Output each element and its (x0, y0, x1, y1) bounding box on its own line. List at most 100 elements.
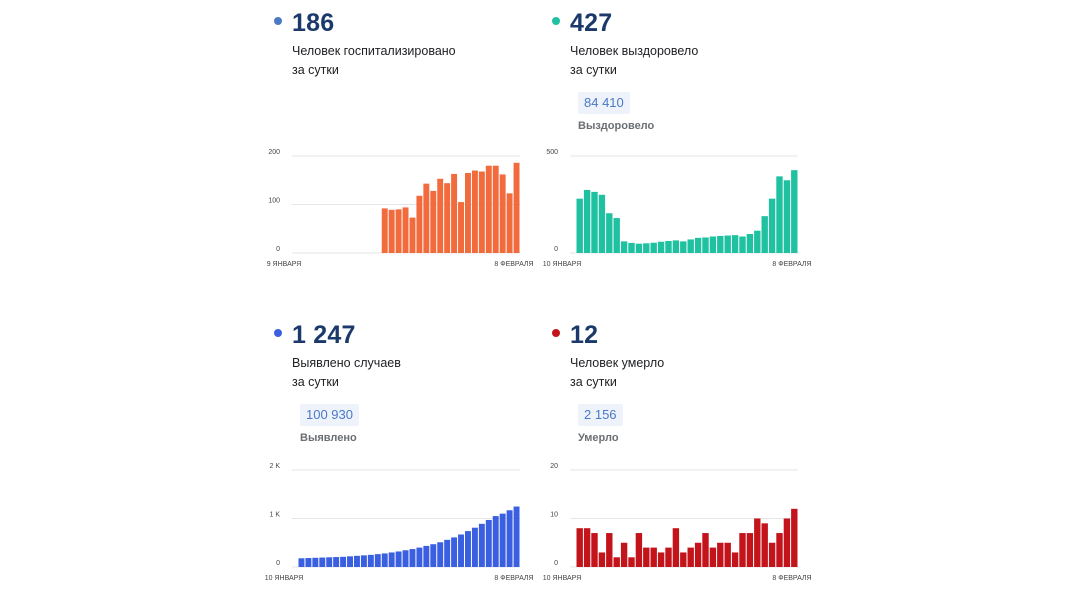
deaths-bar (761, 523, 768, 567)
hospitalized-bar (465, 172, 471, 253)
recovered-bar (724, 235, 731, 253)
cases-bar (465, 531, 471, 567)
cases-bar (451, 537, 458, 567)
deaths-bar (635, 533, 643, 567)
hospitalized-y-tick-label: 100 (268, 198, 280, 205)
hospitalized-bar (423, 183, 430, 253)
recovered-bar (717, 235, 724, 253)
deaths-bar (606, 533, 613, 567)
deaths-bar (776, 533, 783, 567)
recovered-desc-line2: за сутки (570, 63, 617, 77)
recovered-bar (761, 216, 768, 253)
deaths-bar (680, 552, 687, 567)
hospitalized-bar (388, 209, 395, 253)
deaths-bar (583, 528, 591, 567)
hospitalized-desc-line2: за сутки (292, 63, 339, 77)
deaths-y-tick-label: 20 (550, 463, 558, 470)
hospitalized-bar (492, 165, 499, 253)
recovered-bar (657, 241, 665, 253)
deaths-bar (657, 552, 665, 567)
cases-desc-line1: Выявлено случаев (292, 356, 401, 370)
recovered-bar (754, 230, 761, 253)
cases-total-label: Выявлено (300, 432, 357, 444)
deaths-value: 12 (570, 321, 599, 349)
deaths-bar (702, 533, 709, 567)
recovered-bar-chart: 0 500 10 ЯНВАРЯ 8 ФЕВРАЛЯ (543, 149, 812, 268)
deaths-y-tick-label: 0 (554, 560, 558, 567)
cases-bar (298, 558, 305, 567)
recovered-x-start-label: 10 ЯНВАРЯ (543, 261, 582, 268)
cases-bar (340, 556, 347, 567)
recovered-x-end-label: 8 ФЕВРАЛЯ (772, 261, 811, 268)
hospitalized-x-end-label: 8 ФЕВРАЛЯ (494, 261, 533, 268)
cases-bar (499, 513, 506, 567)
recovered-bar (791, 170, 798, 253)
recovered-bar (731, 235, 739, 253)
deaths-bar (731, 552, 739, 567)
deaths-bar-chart: 0 10 20 10 ЯНВАРЯ 8 ФЕВРАЛЯ (543, 463, 812, 582)
recovered-y-tick-label: 0 (554, 246, 558, 253)
cases-bar (423, 545, 430, 567)
cases-y-tick-label: 1 K (269, 512, 280, 519)
cases-bar (513, 506, 520, 567)
recovered-bar (628, 242, 635, 253)
hospitalized-dot-icon (274, 17, 282, 25)
cases-bar (333, 557, 340, 567)
deaths-bar (768, 542, 776, 567)
cases-bar (506, 510, 513, 567)
cases-y-tick-label: 0 (276, 560, 280, 567)
deaths-bar (598, 552, 606, 567)
deaths-y-tick-label: 10 (550, 512, 558, 519)
cases-dot-icon (274, 329, 282, 337)
deaths-bar (643, 547, 650, 567)
cases-bar (360, 555, 367, 567)
cases-bar (347, 556, 353, 567)
deaths-bar (754, 518, 761, 567)
cases-bar (374, 554, 381, 567)
cases-bar-chart: 0 1 K 2 K 10 ЯНВАРЯ 8 ФЕВРАЛЯ (265, 463, 534, 582)
recovered-bar (650, 242, 657, 253)
cases-bar (471, 527, 478, 567)
deaths-bar (687, 547, 694, 567)
hospitalized-bar-chart: 0 100 200 9 ЯНВАРЯ 8 ФЕВРАЛЯ (267, 149, 534, 268)
cases-bar (381, 553, 388, 567)
deaths-bar (709, 547, 717, 567)
hospitalized-bar (437, 178, 444, 253)
recovered-bar (635, 243, 643, 253)
deaths-bar (746, 533, 754, 567)
cases-value: 1 247 (292, 321, 356, 349)
recovered-bar (665, 240, 672, 253)
deaths-bar (613, 557, 620, 567)
deaths-bar (620, 542, 628, 567)
recovered-bar (687, 239, 694, 253)
hospitalized-y-tick-label: 0 (276, 246, 280, 253)
recovered-bar (672, 240, 680, 253)
recovered-bar (598, 194, 606, 253)
hospitalized-bar (395, 209, 402, 253)
cases-bar (305, 558, 312, 567)
recovered-dot-icon (552, 17, 560, 25)
cases-bar (430, 544, 437, 567)
deaths-bar (791, 508, 798, 567)
cases-y-tick-label: 2 K (269, 463, 280, 470)
recovered-bar (606, 213, 613, 253)
recovered-bar (783, 180, 791, 253)
deaths-total-label: Умерло (578, 432, 619, 444)
deaths-bar (672, 528, 680, 567)
panel-recovered: 427 Человек выздоровело за сутки 84 410 … (550, 6, 820, 296)
cases-bar (416, 547, 423, 567)
recovered-bar (702, 237, 709, 253)
cases-desc-line2: за сутки (292, 375, 339, 389)
panel-deaths: 12 Человек умерло за сутки 2 156 Умерло (550, 318, 820, 608)
deaths-bar (694, 542, 702, 567)
deaths-bar (783, 518, 791, 567)
cases-bar (458, 534, 464, 567)
cases-bar (402, 550, 409, 567)
recovered-bar (709, 236, 717, 253)
cases-bar (444, 539, 451, 567)
hospitalized-bar (499, 174, 506, 253)
recovered-bar (768, 198, 776, 253)
hospitalized-bar (444, 183, 451, 253)
cases-x-start-label: 10 ЯНВАРЯ (265, 575, 304, 582)
hospitalized-bar (451, 173, 458, 253)
